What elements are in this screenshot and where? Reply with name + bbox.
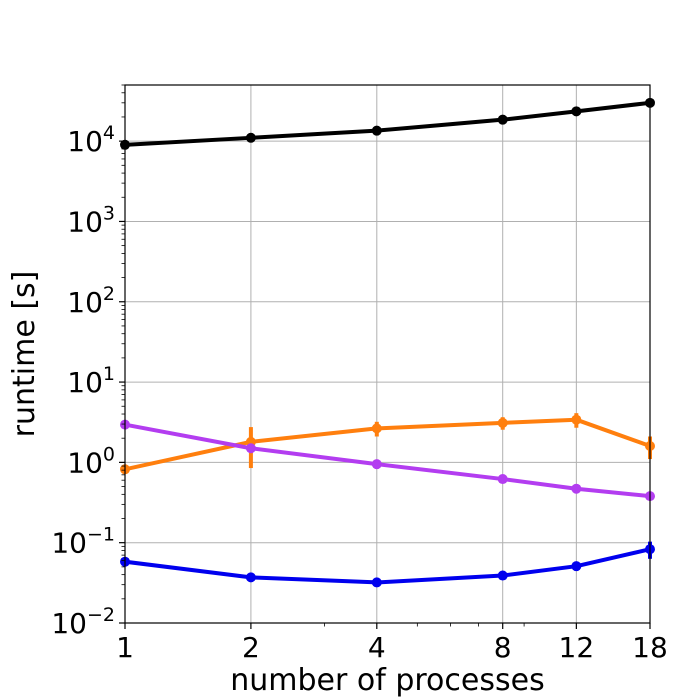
x-tick-label: 1 [116,631,134,664]
x-tick-label: 12 [559,631,595,664]
x-axis-label: number of processes [230,663,544,698]
data-point [371,577,382,588]
x-tick-label: 4 [368,631,386,664]
data-point [371,459,382,470]
data-point [497,114,508,125]
data-point [245,443,256,454]
data-point [245,132,256,143]
y-tick-label: 103 [67,202,115,238]
data-point [497,474,508,485]
y-tick-label: 10−2 [51,604,115,640]
y-axis-label: runtime [s] [7,271,42,438]
x-tick-label: 8 [494,631,512,664]
series-line-0 [124,100,651,147]
series-line-1 [124,417,651,472]
data-point [497,570,508,581]
data-point [571,483,582,494]
data-point [497,417,508,428]
data-point [371,423,382,434]
y-tick-label: 100 [67,443,115,479]
series-line-3 [124,547,651,585]
x-tick-label: 2 [242,631,260,664]
x-tick-label: 18 [632,631,668,664]
grid [124,85,651,624]
y-tick-label: 101 [67,363,115,399]
data-point [571,106,582,117]
data-point [571,414,582,425]
series-layer [120,97,655,588]
data-point [571,561,582,572]
data-point [371,125,382,136]
y-tick-label: 102 [67,283,115,319]
series-line-2 [124,422,651,499]
plot-frame [124,84,651,624]
data-point [245,572,256,583]
y-tick-label: 104 [67,122,115,158]
y-tick-label: 10−1 [51,524,115,560]
